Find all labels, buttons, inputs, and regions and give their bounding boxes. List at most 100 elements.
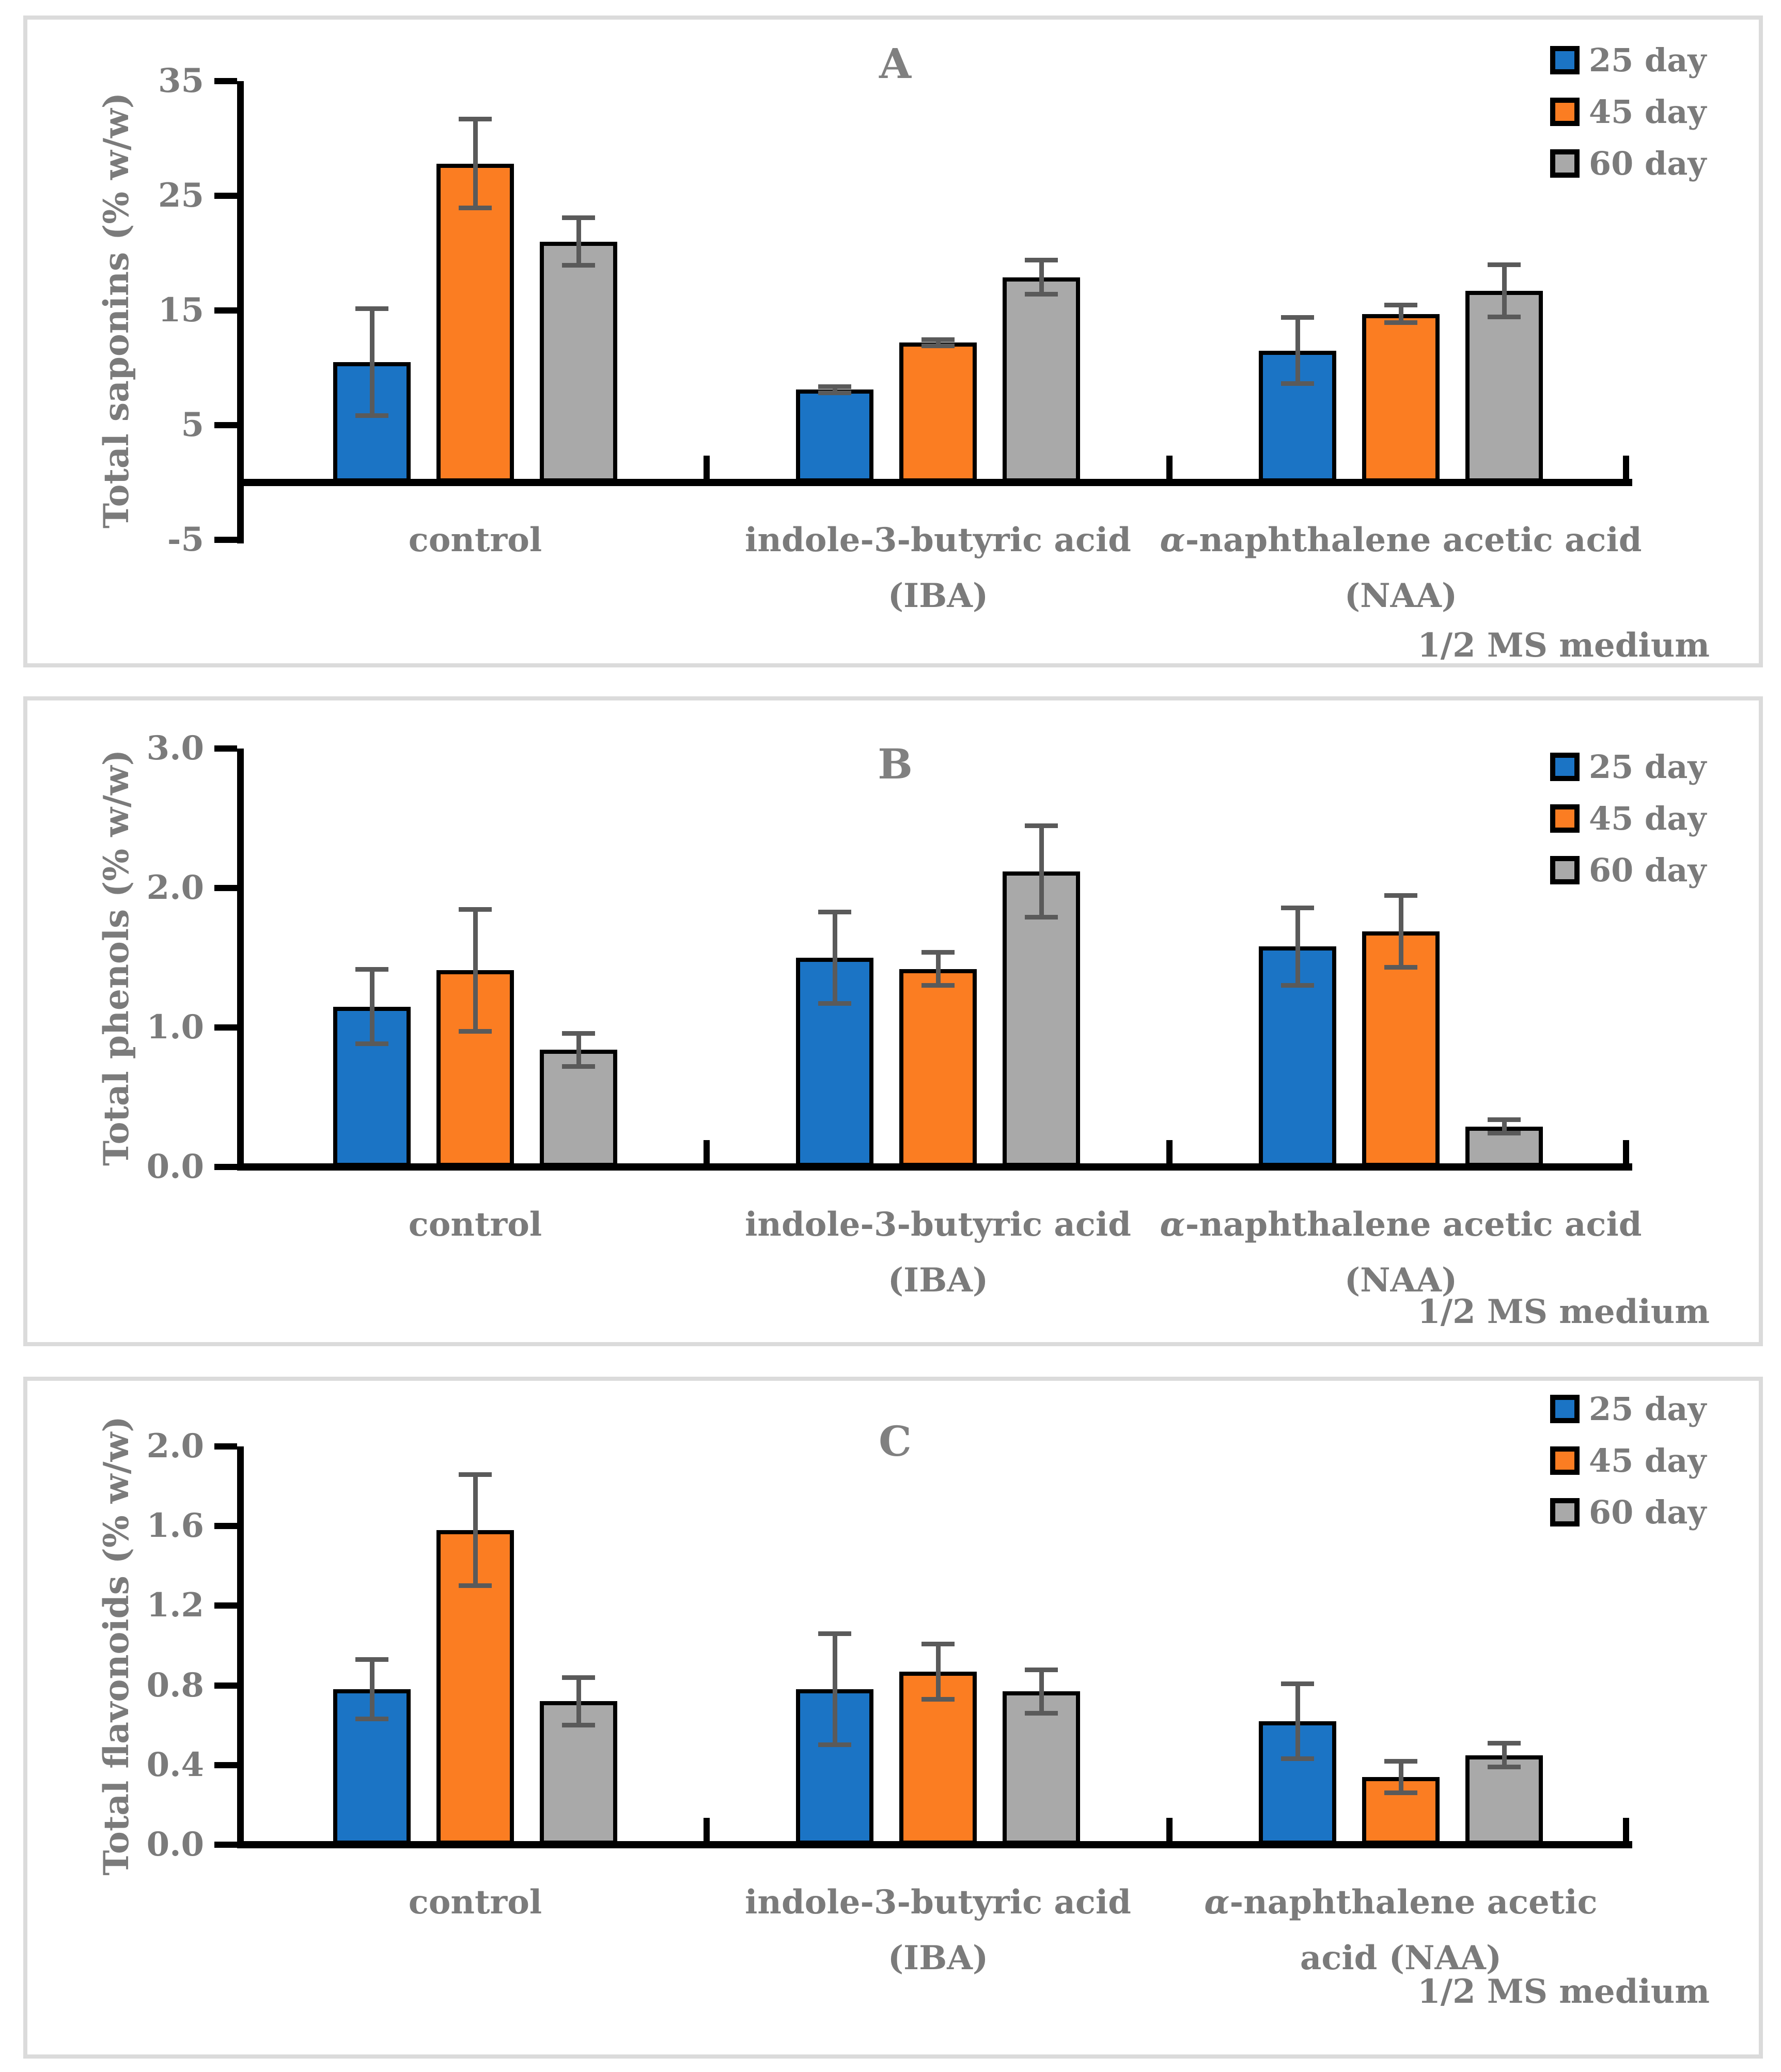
y-tick-label: 1.6 [146, 1506, 204, 1546]
y-tick-label: 15 [158, 291, 204, 330]
y-axis-tick [214, 1523, 237, 1530]
error-bar-line [1295, 1683, 1300, 1759]
plot-area: 2.0 1.6 1.2 0.8 0.4 0.0 control indole-3-butyri… [27, 1381, 1759, 2054]
bar-series1-cat1 [899, 342, 977, 482]
error-bar-cap-bottom [1025, 914, 1058, 920]
error-bar-cap-bottom [1281, 983, 1314, 988]
y-axis-line [237, 749, 244, 1171]
x-axis-tick [1623, 456, 1629, 479]
y-axis-tick [214, 1602, 237, 1609]
y-axis-tick [214, 537, 237, 543]
error-bar-cap-top [355, 1657, 388, 1662]
y-tick-label: 2.0 [146, 868, 204, 907]
error-bar-line [1295, 317, 1300, 384]
legend-item-45day: 45 day [1550, 1435, 1706, 1486]
plot-area: 3.0 2.0 1.0 0.0 control indole-3-butyric acid… [27, 700, 1759, 1342]
x-axis-tick [1623, 1818, 1629, 1842]
legend-item-60day: 60 day [1550, 1486, 1706, 1538]
category-label: indole-3-butyric acid [745, 1883, 1131, 1922]
legend-label: 25 day [1589, 41, 1707, 79]
error-bar-cap-top [459, 907, 492, 912]
bar-series2-cat0 [540, 241, 617, 482]
error-bar-line [370, 1659, 374, 1720]
y-axis-tick [214, 307, 237, 314]
legend-item-45day: 45 day [1550, 792, 1706, 844]
category-label: indole-3-butyric acid [745, 1205, 1131, 1244]
y-tick-label: -5 [167, 520, 204, 559]
plot-area: 35 25 15 5 -5 control indole-3-butyric acid (IB… [27, 20, 1759, 663]
medium-note: 1/2 MS medium [1417, 626, 1710, 665]
error-bar-line [1399, 1761, 1403, 1793]
error-bar-cap-top [562, 1031, 595, 1036]
category-label: indole-3-butyric acid [745, 521, 1131, 559]
y-tick-label: 0.4 [146, 1745, 204, 1784]
error-bar-cap-bottom [921, 1696, 955, 1702]
x-axis-line [237, 1163, 1632, 1171]
panel-B: B Total phenols (% w/w) 3.0 2.0 1.0 0.0 cont… [23, 696, 1763, 1346]
y-tick-label: 0.0 [146, 1147, 204, 1186]
error-bar-cap-top [1488, 262, 1521, 268]
error-bar-cap-bottom [1281, 381, 1314, 386]
error-bar-line [833, 386, 837, 393]
error-bar-line [576, 217, 581, 266]
legend-label: 45 day [1589, 799, 1707, 837]
legend-label: 45 day [1589, 92, 1707, 131]
medium-note: 1/2 MS medium [1417, 1972, 1710, 2011]
y-axis-tick [214, 78, 237, 84]
error-bar-cap-top [1281, 315, 1314, 320]
error-bar-line [576, 1677, 581, 1725]
error-bar-line [473, 119, 478, 209]
error-bar-cap-bottom [1025, 291, 1058, 297]
error-bar-line [1502, 1119, 1507, 1134]
x-axis-tick [1166, 1140, 1173, 1164]
error-bar-cap-top [562, 1675, 595, 1680]
y-axis-tick [214, 1164, 237, 1170]
error-bar-line [473, 1474, 478, 1586]
y-tick-label: 2.0 [146, 1427, 204, 1466]
error-bar-cap-bottom [355, 413, 388, 418]
category-label: (IBA) [887, 577, 989, 615]
panel-letter: B [878, 740, 913, 788]
medium-note: 1/2 MS medium [1417, 1292, 1710, 1331]
y-axis-tick [214, 1842, 237, 1848]
error-bar-line [1039, 1669, 1044, 1713]
error-bar-cap-top [921, 337, 955, 342]
error-bar-cap-bottom [1488, 1764, 1521, 1769]
error-bar-cap-top [1384, 302, 1417, 307]
y-axis-line [237, 81, 244, 543]
y-axis-tick [214, 1443, 237, 1450]
error-bar-line [370, 969, 374, 1045]
error-bar-cap-top [1488, 1117, 1521, 1123]
error-bar-cap-top [818, 909, 851, 914]
error-bar-cap-top [921, 1641, 955, 1646]
x-axis-tick [704, 1818, 710, 1842]
y-axis-line [237, 1446, 244, 1848]
category-label: acid (NAA) [1300, 1939, 1502, 1977]
y-tick-label: 25 [158, 176, 204, 215]
category-label: α-naphthalene acetic [1204, 1883, 1598, 1922]
error-bar-cap-top [1281, 1681, 1314, 1686]
error-bar-cap-bottom [921, 343, 955, 348]
category-label: (NAA) [1344, 1261, 1458, 1300]
category-label: (IBA) [887, 1939, 989, 1977]
x-axis-tick [1623, 1140, 1629, 1164]
panel-letter: A [879, 39, 912, 88]
legend-item-60day: 60 day [1550, 844, 1706, 896]
error-bar-line [936, 952, 941, 986]
legend-label: 60 day [1589, 1493, 1707, 1531]
error-bar-line [936, 1643, 941, 1700]
y-axis-tick [214, 422, 237, 428]
category-label: α-naphthalene acetic acid [1160, 521, 1642, 559]
error-bar-cap-bottom [355, 1717, 388, 1722]
bar-series1-cat2 [1362, 314, 1440, 482]
category-label: control [408, 1883, 542, 1922]
legend-swatch-25day-icon [1550, 45, 1580, 74]
bar-series2-cat2 [1465, 291, 1543, 482]
legend-label: 60 day [1589, 144, 1707, 182]
y-axis-tick [214, 1682, 237, 1689]
error-bar-cap-top [1025, 258, 1058, 263]
x-axis-tick [1166, 1818, 1173, 1842]
error-bar-line [1502, 264, 1507, 318]
y-axis-tick [214, 745, 237, 752]
legend: 25 day 45 day 60 day [1550, 34, 1706, 189]
